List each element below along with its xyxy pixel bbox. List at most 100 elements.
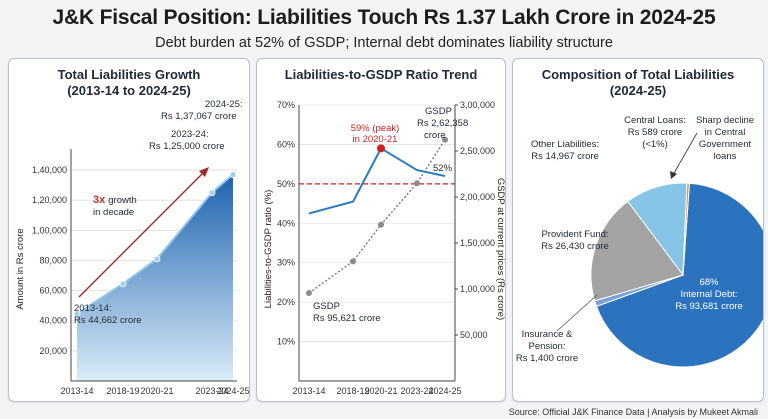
x-tick-label: 2020-21 [140, 386, 173, 396]
start-year-label: 2013-14: [74, 303, 112, 314]
chart-subtitle: (2013-14 to 2024-25) [67, 83, 191, 98]
insurance-pointer-line [556, 294, 598, 332]
y2324-year-label: 2023-24: [171, 129, 209, 140]
y-tick-label: 80,000 [39, 255, 67, 265]
y-tick-label: 40% [277, 218, 295, 228]
gsdp-end-unit: crore [424, 130, 446, 141]
area-fill [77, 174, 233, 381]
y-tick-label: 60,000 [39, 286, 67, 296]
internal-value-label: Rs 93,681 crore [675, 301, 743, 312]
gsdp-end-label: GSDP [425, 106, 452, 117]
insurance-value-label: Rs 1,400 crore [516, 353, 578, 364]
y2-tick-label: 50,000 [460, 330, 488, 340]
gsdp-start-label: GSDP [313, 301, 340, 312]
y2-tick-label: 2,50,000 [460, 146, 495, 156]
insurance-name-label-2: Pension: [529, 341, 566, 352]
data-point [208, 189, 216, 197]
gsdp-end-value: Rs 2,62,358 [417, 118, 468, 129]
composition-panel: Composition of Total Liabilities (2024-25… [512, 58, 764, 402]
growth-annotation: 3x growth [93, 194, 137, 206]
peak-annotation-line2: in 2020-21 [353, 134, 398, 145]
data-point [119, 280, 127, 288]
pie-slice [682, 182, 690, 276]
other-value-label: Rs 14,967 crore [531, 151, 599, 162]
ratio-trend-panel: Liabilities-to-GSDP Ratio Trend 10% 20% 30%… [256, 58, 506, 402]
note-line3: Government [699, 139, 752, 150]
ratio-peak-point [377, 144, 385, 153]
note-line4: loans [714, 151, 737, 162]
note-line1: Sharp decline [696, 115, 754, 126]
y2-tick-label: 1,00,000 [460, 284, 495, 294]
end-value-label: Rs 1,37,067 crore [161, 111, 237, 122]
chart-title: Liabilities-to-GSDP Ratio Trend [285, 67, 478, 82]
internal-name-label: Internal Debt: [680, 289, 737, 300]
central-value-label: Rs 589 crore [628, 127, 682, 138]
y2-axis-label: GSDP at current prices (Rs crore) [495, 178, 505, 320]
x-tick-label: 2024-25 [216, 386, 249, 396]
note-pointer-arrowhead [670, 171, 677, 179]
ratio-trend-chart: Liabilities-to-GSDP Ratio Trend 10% 20% 30%… [263, 67, 505, 396]
internal-pct-label: 68% [699, 277, 719, 288]
central-name-label: Central Loans: [624, 115, 686, 126]
pie-slice [595, 182, 763, 368]
liabilities-growth-chart: Total Liabilities Growth(2013-14 to 2024… [15, 67, 249, 396]
pie-slice [590, 200, 684, 302]
composition-chart: Composition of Total Liabilities(2024-25… [516, 67, 763, 368]
gsdp-line [308, 139, 446, 294]
y2-tick-label: 2,00,000 [460, 192, 495, 202]
growth-multiple: 3x [93, 194, 106, 206]
insurance-name-label-1: Insurance & [522, 329, 573, 340]
gsdp-point [414, 180, 420, 187]
peak-annotation-line1: 59% (peak) [351, 123, 400, 134]
source-note: Source: Official J&K Finance Data | Anal… [508, 407, 758, 417]
y-tick-label: 70% [277, 100, 295, 110]
gsdp-point [442, 136, 448, 143]
y-tick-label: 10% [277, 337, 295, 347]
page-title: J&K Fiscal Position: Liabilities Touch R… [52, 6, 716, 29]
growth-period: in decade [93, 207, 134, 218]
gsdp-point [350, 258, 356, 265]
y-tick-label: 50% [277, 179, 295, 189]
chart-subtitle: (2024-25) [610, 83, 666, 98]
growth-arrowhead [199, 167, 209, 177]
data-point [153, 255, 161, 263]
data-point [73, 310, 81, 318]
y-tick-label: 20% [277, 297, 295, 307]
note-line2: in Central [705, 127, 746, 138]
x-tick-label: 2013-14 [60, 386, 93, 396]
ratio-line [308, 146, 446, 215]
y-tick-label: 1,40,000 [32, 165, 67, 175]
gsdp-point [378, 221, 384, 228]
start-value-label: Rs 44,662 crore [74, 315, 142, 326]
growth-word: growth [108, 195, 137, 206]
y-tick-label: 20,000 [39, 346, 67, 356]
growth-arrow-line [78, 170, 206, 298]
y2-tick-label: 3,00,000 [460, 100, 495, 110]
note-pointer-line [672, 132, 698, 176]
liabilities-growth-panel: Total Liabilities Growth (2013-14 to 2024… [8, 58, 250, 402]
gsdp-start-value: Rs 95,621 crore [313, 313, 381, 324]
x-tick-label: 2018-19 [106, 386, 139, 396]
last-ratio-label: 52% [433, 163, 453, 174]
x-tick-label: 2020-21 [364, 386, 397, 396]
x-tick-label: 2018-19 [336, 386, 369, 396]
chart-title: Composition of Total Liabilities [542, 67, 735, 82]
pf-name-label: Provident Fund: [541, 229, 608, 240]
other-name-label: Other Liabilities: [531, 139, 599, 150]
gsdp-point [306, 290, 312, 297]
y-tick-label: 60% [277, 139, 295, 149]
data-point [229, 171, 237, 178]
x-tick-label: 2023-24 [195, 386, 228, 396]
chart-title: Total Liabilities Growth [58, 67, 201, 82]
y-axis-label: Amount in Rs crore [15, 228, 26, 309]
y-tick-label: 1,00,000 [32, 225, 67, 235]
y-tick-label: 30% [277, 258, 295, 268]
x-tick-label: 2023-24 [400, 386, 433, 396]
y-tick-label: 1,20,000 [32, 195, 67, 205]
y2324-value-label: Rs 1,25,000 crore [149, 141, 225, 152]
x-tick-label: 2013-14 [292, 386, 325, 396]
central-pct-label: (<1%) [642, 139, 668, 150]
end-year-label: 2024-25: [205, 99, 243, 110]
pf-value-label: Rs 26,430 crore [541, 241, 609, 252]
y-axis-label: Liabilities-to-GSDP ratio (%) [263, 190, 274, 309]
